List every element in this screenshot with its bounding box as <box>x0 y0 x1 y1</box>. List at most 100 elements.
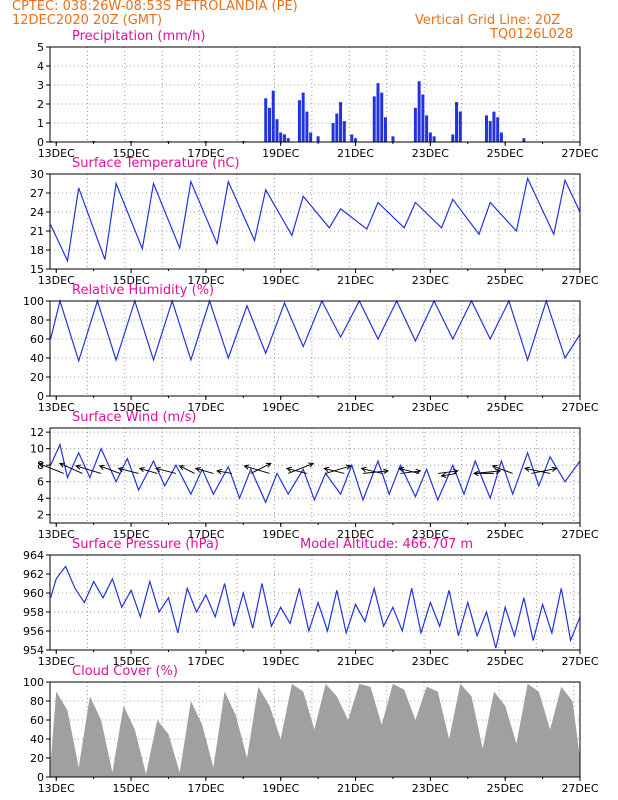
wind-vector-head <box>491 464 498 470</box>
wind-xtick-label: 19DEC <box>262 528 299 541</box>
wind-vector-head <box>58 462 65 468</box>
precip-xtick-label: 23DEC <box>412 147 449 160</box>
wind-vector <box>195 467 214 474</box>
temp-xtick-label: 27DEC <box>561 274 598 287</box>
cloud-frame <box>49 681 581 778</box>
precip-xtick-label: 27DEC <box>561 147 598 160</box>
wind-vector <box>216 470 233 474</box>
humidity-xtick-label: 13DEC <box>38 401 75 414</box>
wind-vector-head <box>117 466 124 473</box>
precip-ytick-label: 1 <box>37 117 44 130</box>
header-station: CPTEC: 038:26W-08:53S PETROLANDIA (PE) <box>12 0 298 14</box>
wind-vector-head <box>243 464 250 470</box>
temp-ytick-label: 24 <box>30 206 44 219</box>
wind-vector <box>38 462 64 474</box>
humidity-ytick-label: 20 <box>30 371 44 384</box>
wind-vector <box>286 467 308 474</box>
wind-vector <box>179 465 195 474</box>
wind-vector <box>492 465 513 474</box>
wind-vector <box>118 467 139 474</box>
wind-vector-head <box>194 467 201 473</box>
cloud-ytick-label: 40 <box>30 733 44 746</box>
humidity-title: Relative Humidity (%) <box>72 283 215 298</box>
precip-bar <box>488 121 492 142</box>
cloud-title: Cloud Cover (%) <box>72 664 178 679</box>
temp-xtick-label: 21DEC <box>337 274 374 287</box>
wind-vector-head <box>265 462 272 468</box>
precip-xtick-label: 25DEC <box>487 147 524 160</box>
precip-bar <box>492 111 496 142</box>
pressure-title: Surface Pressure (hPa) <box>72 537 219 552</box>
precip-bar <box>522 138 526 142</box>
cloud-xtick-label: 21DEC <box>337 782 374 795</box>
temp-xtick-label: 17DEC <box>187 274 224 287</box>
precip-bar <box>458 111 462 142</box>
precip-bar <box>267 107 271 142</box>
wind-vector <box>524 467 551 474</box>
cloud-xtick-label: 15DEC <box>113 782 150 795</box>
temp-ytick-label: 15 <box>30 263 44 276</box>
wind-vector <box>155 467 177 474</box>
wind-vector <box>441 472 457 477</box>
humidity-ytick-label: 40 <box>30 352 44 365</box>
precip-bar <box>413 107 417 142</box>
wind-ytick-label: 4 <box>37 492 44 505</box>
pressure-xtick-label: 17DEC <box>187 655 224 668</box>
wind-ytick-label: 6 <box>37 476 44 489</box>
wind-vector-head <box>37 462 44 468</box>
precip-bar <box>425 115 429 142</box>
wind-vector <box>531 467 557 474</box>
cloud-xtick-label: 19DEC <box>262 782 299 795</box>
cloud-ytick-label: 60 <box>30 714 44 727</box>
precip-bar <box>383 117 387 142</box>
humidity-ytick-label: 60 <box>30 333 44 346</box>
wind-xtick-label: 21DEC <box>337 528 374 541</box>
wind-ytick-label: 12 <box>30 426 44 439</box>
wind-vector-head <box>452 468 459 475</box>
cloud-ytick-label: 0 <box>37 771 44 784</box>
wind-vector-head <box>138 467 145 473</box>
precip-bar <box>391 136 395 142</box>
wind-frame <box>49 427 581 524</box>
humidity-xtick-label: 25DEC <box>487 401 524 414</box>
wind-vector-head <box>383 468 390 475</box>
humidity-ytick-label: 80 <box>30 314 44 327</box>
precip-bar <box>376 83 380 142</box>
pressure-xtick-label: 23DEC <box>412 655 449 668</box>
precip-bar <box>496 117 500 142</box>
temp-frame <box>49 173 581 270</box>
pressure-ytick-label: 954 <box>23 644 44 657</box>
wind-vector-head <box>75 464 82 470</box>
cloud-ytick-label: 80 <box>30 695 44 708</box>
cloud-xtick-label: 25DEC <box>487 782 524 795</box>
precip-ytick-label: 3 <box>37 79 44 92</box>
wind-vector-head <box>285 466 292 473</box>
cloud-xtick-label: 13DEC <box>38 782 75 795</box>
temp-xtick-label: 15DEC <box>113 274 150 287</box>
temp-ytick-label: 21 <box>30 225 44 238</box>
wind-ytick-label: 10 <box>30 443 44 456</box>
precip-bar <box>432 136 436 142</box>
precip-bar <box>275 119 279 142</box>
precipitation-title: Precipitation (mm/h) <box>72 29 206 44</box>
precip-bar <box>286 138 290 142</box>
wind-vector-head <box>308 462 315 468</box>
temperature-title: Surface Temperature (nC) <box>72 156 240 171</box>
pressure-xtick-label: 15DEC <box>113 655 150 668</box>
precip-xtick-label: 19DEC <box>262 147 299 160</box>
wind-vector-head <box>154 466 161 473</box>
humidity-xtick-label: 19DEC <box>262 401 299 414</box>
temp-xtick-label: 25DEC <box>487 274 524 287</box>
humidity-ytick-label: 0 <box>37 390 44 403</box>
wind-xtick-label: 23DEC <box>412 528 449 541</box>
humidity-xtick-label: 15DEC <box>113 401 150 414</box>
wind-vector <box>59 462 83 474</box>
wind-vector <box>437 470 458 474</box>
cloud-xtick-label: 17DEC <box>187 782 224 795</box>
wind-vector <box>361 467 382 474</box>
pressure-ytick-label: 960 <box>23 587 44 600</box>
precip-xtick-label: 17DEC <box>187 147 224 160</box>
precip-bar <box>331 123 335 142</box>
wind-vector <box>250 462 272 474</box>
precip-bar <box>421 94 425 142</box>
